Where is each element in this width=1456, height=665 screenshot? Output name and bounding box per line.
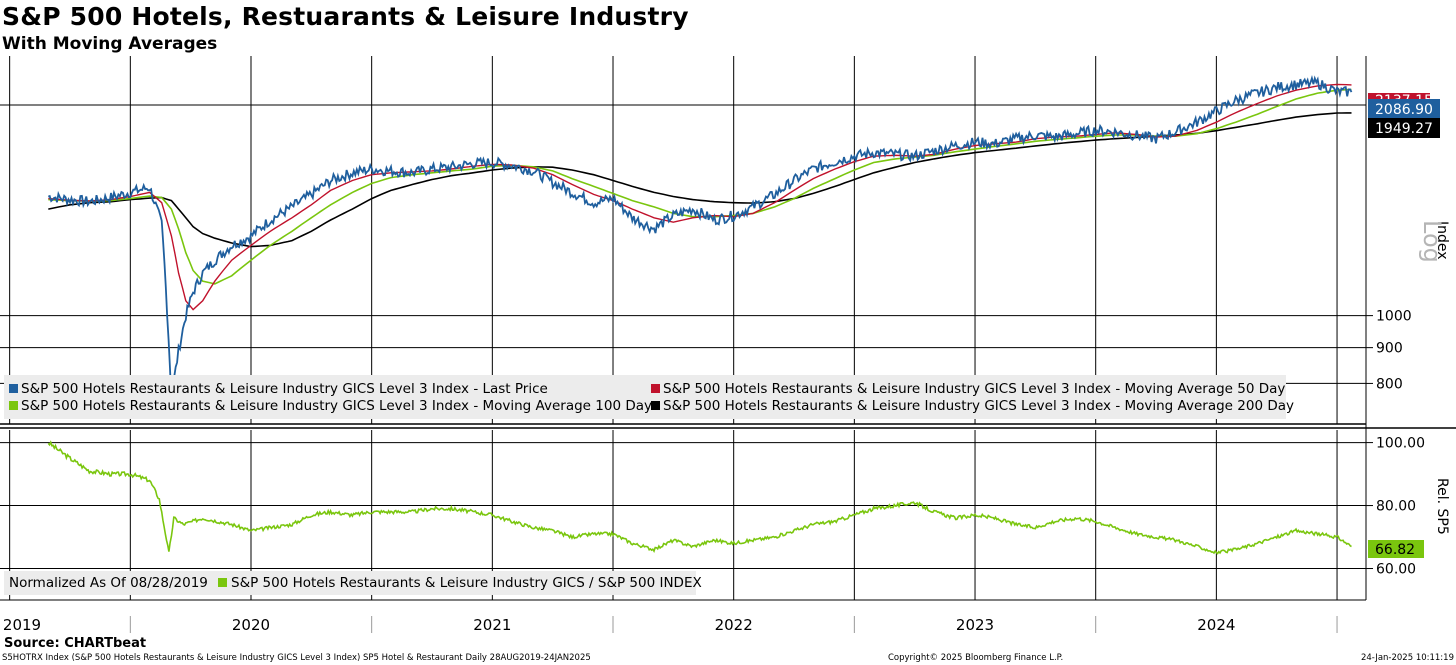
- y-tick-label: 100.00: [1376, 436, 1425, 452]
- y-tick-label: 800: [1376, 376, 1403, 392]
- footer-copyright: Copyright© 2025 Bloomberg Finance L.P.: [888, 653, 1064, 663]
- y-tick-label: 60.00: [1376, 562, 1416, 578]
- x-axis-year-labels: 2019 2020 2021 2022 2023 2024: [3, 616, 1338, 634]
- year-label: 2021: [473, 616, 511, 634]
- relative-legend: Normalized As Of 08/28/2019 S&P 500 Hote…: [4, 571, 702, 595]
- legend-label-ma200: S&P 500 Hotels Restaurants & Leisure Ind…: [663, 398, 1294, 414]
- relative-panel-gridlines: [0, 442, 1366, 570]
- footer-description: S5HOTRX Index (S&P 500 Hotels Restaurant…: [2, 653, 591, 663]
- y-tick-label: 900: [1376, 341, 1403, 357]
- log-scale-label: Log: [1418, 220, 1446, 263]
- source-note: Source: CHARTbeat: [4, 636, 147, 651]
- relative-axis-label: Rel. SP5: [1434, 478, 1450, 535]
- year-label: 2022: [715, 616, 753, 634]
- relative-axis-ticks: 100.00 80.00 60.00: [1366, 436, 1425, 578]
- legend-label-relative: S&P 500 Hotels Restaurants & Leisure Ind…: [231, 575, 702, 591]
- legend-normalized-note: Normalized As Of 08/28/2019: [9, 575, 208, 591]
- chart-title: S&P 500 Hotels, Restuarants & Leisure In…: [2, 2, 689, 31]
- price-panel-gridlines: [0, 104, 1366, 384]
- year-label: 2019: [3, 616, 41, 634]
- series-ma100-line: [48, 88, 1352, 285]
- year-label: 2023: [956, 616, 994, 634]
- end-label-relative: 66.82: [1368, 540, 1424, 558]
- legend-swatch-ma100: [9, 401, 18, 410]
- legend-swatch-ma50: [651, 384, 660, 393]
- legend-label-price: S&P 500 Hotels Restaurants & Leisure Ind…: [21, 381, 548, 397]
- legend-swatch-ma200: [651, 401, 660, 410]
- legend-label-ma100: S&P 500 Hotels Restaurants & Leisure Ind…: [21, 398, 652, 414]
- svg-text:2086.90: 2086.90: [1375, 102, 1433, 118]
- y-tick-label: 1000: [1376, 309, 1412, 325]
- series-last-price-line: [47, 74, 1353, 403]
- svg-text:1949.27: 1949.27: [1375, 121, 1433, 137]
- legend-swatch-relative: [218, 578, 227, 587]
- year-label: 2020: [232, 616, 270, 634]
- price-axis-label: Index: [1434, 221, 1450, 260]
- legend-label-ma50: S&P 500 Hotels Restaurants & Leisure Ind…: [663, 381, 1285, 397]
- end-label-ma200: 1949.27: [1368, 118, 1440, 138]
- series-ma50-line: [48, 83, 1352, 311]
- price-axis-ticks: 1000 900 800: [1366, 309, 1412, 392]
- y-tick-label: 80.00: [1376, 499, 1416, 515]
- series-ma200-line: [48, 112, 1352, 248]
- price-legend: S&P 500 Hotels Restaurants & Leisure Ind…: [4, 375, 1294, 419]
- legend-swatch-price: [9, 384, 18, 393]
- svg-text:66.82: 66.82: [1375, 542, 1415, 558]
- year-label: 2024: [1197, 616, 1235, 634]
- footer-timestamp: 24-Jan-2025 10:11:19: [1360, 653, 1454, 663]
- series-relative-line: [47, 440, 1352, 555]
- end-label-price: 2086.90: [1368, 99, 1440, 119]
- chart-subtitle: With Moving Averages: [2, 34, 218, 54]
